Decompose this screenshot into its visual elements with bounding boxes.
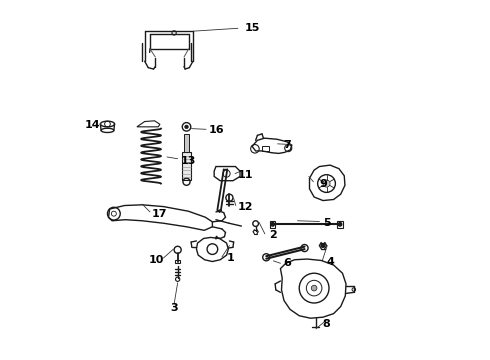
Circle shape (185, 125, 188, 129)
Circle shape (311, 285, 317, 291)
Bar (270, 221, 275, 228)
Bar (182, 152, 191, 180)
Text: 15: 15 (245, 23, 260, 33)
Text: 10: 10 (148, 255, 164, 265)
Text: 14: 14 (85, 120, 100, 130)
Circle shape (271, 222, 274, 226)
Text: 6: 6 (284, 258, 292, 268)
Text: 4: 4 (326, 257, 334, 267)
Bar (175, 260, 180, 263)
Circle shape (321, 244, 325, 247)
Text: 5: 5 (323, 217, 330, 228)
Bar (184, 134, 189, 152)
Text: 9: 9 (319, 179, 327, 189)
Text: 12: 12 (237, 202, 253, 212)
Text: 8: 8 (322, 319, 330, 329)
Text: 11: 11 (237, 170, 253, 180)
Text: 7: 7 (284, 140, 292, 149)
Bar (262, 145, 269, 151)
Text: 3: 3 (171, 303, 178, 312)
Text: 2: 2 (270, 230, 277, 240)
Circle shape (338, 222, 342, 226)
Text: 17: 17 (152, 209, 168, 219)
Text: 16: 16 (209, 125, 224, 135)
Text: 13: 13 (181, 156, 196, 166)
Circle shape (323, 180, 330, 187)
Bar (337, 221, 343, 228)
Text: 1: 1 (227, 253, 235, 263)
